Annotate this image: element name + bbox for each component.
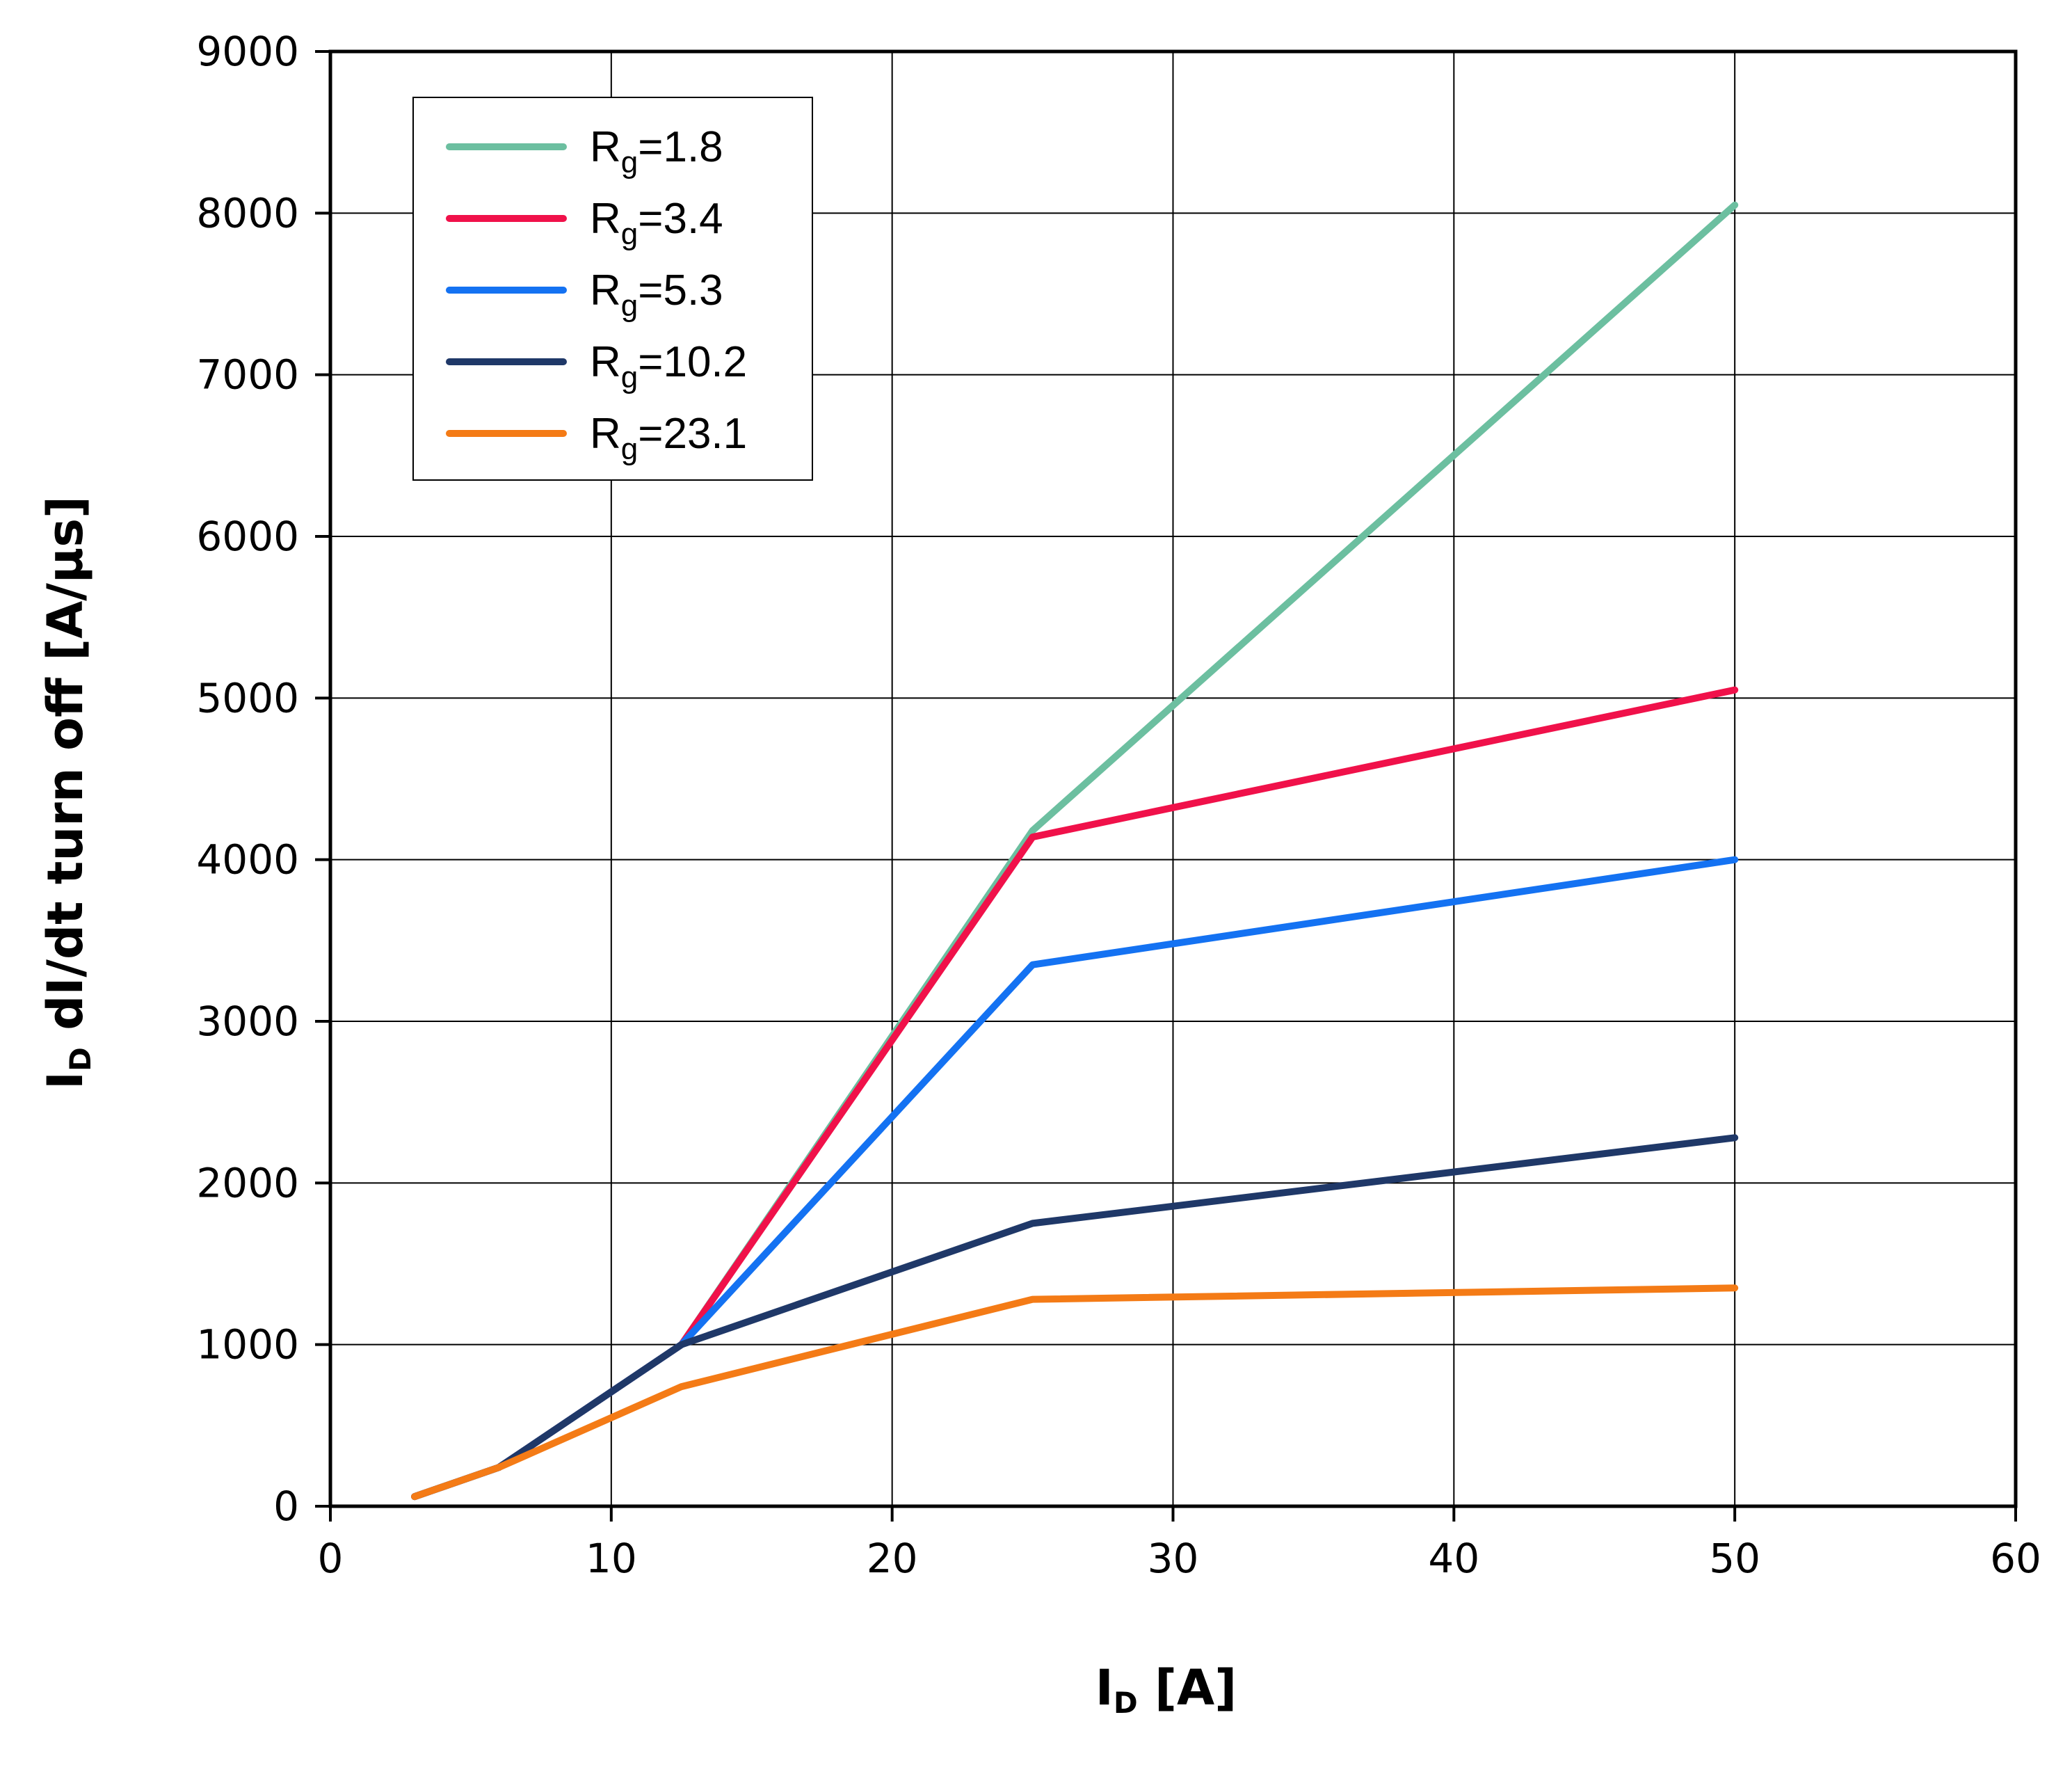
x-tick-label: 30 bbox=[1148, 1535, 1199, 1582]
y-tick-label: 2000 bbox=[196, 1159, 299, 1206]
y-tick-label: 9000 bbox=[196, 28, 299, 75]
x-axis-title: ID [A] bbox=[1095, 1659, 1237, 1720]
series-line bbox=[411, 1134, 1739, 1501]
y-tick-label: 8000 bbox=[196, 189, 299, 237]
legend-label: Rg=10.2 bbox=[590, 338, 747, 394]
legend: Rg=1.8 Rg=3.4 Rg=5.3 Rg=10.2 Rg=23.1 bbox=[412, 97, 813, 481]
x-tick-label: 60 bbox=[1990, 1535, 2041, 1582]
x-tick-label: 0 bbox=[318, 1535, 344, 1582]
x-tick-label: 20 bbox=[867, 1535, 918, 1582]
tick-labels: 0 10 20 30 40 50 60 0 1000 2000 3000 4000 5000 6000 70… bbox=[196, 28, 2041, 1582]
x-tick-label: 10 bbox=[586, 1535, 637, 1582]
y-tick-label: 7000 bbox=[196, 351, 299, 399]
legend-label: Rg=3.4 bbox=[590, 195, 723, 251]
series-line bbox=[411, 1284, 1739, 1501]
y-tick-label: 1000 bbox=[196, 1321, 299, 1368]
y-tick-label: 4000 bbox=[196, 836, 299, 884]
y-tick-label: 0 bbox=[273, 1483, 299, 1530]
series-lines bbox=[411, 201, 1739, 1501]
x-tick-label: 40 bbox=[1428, 1535, 1479, 1582]
legend-label: Rg=23.1 bbox=[590, 410, 747, 466]
legend-label: Rg=5.3 bbox=[590, 266, 723, 323]
x-tick-label: 50 bbox=[1709, 1535, 1760, 1582]
y-tick-label: 6000 bbox=[196, 513, 299, 560]
y-tick-label: 3000 bbox=[196, 998, 299, 1045]
y-axis-title: ID dI/dt turn off [A/µs] bbox=[37, 496, 97, 1089]
series-line bbox=[411, 856, 1739, 1501]
series-line bbox=[411, 686, 1739, 1501]
legend-label: Rg=1.8 bbox=[590, 123, 723, 179]
y-tick-label: 5000 bbox=[196, 674, 299, 721]
